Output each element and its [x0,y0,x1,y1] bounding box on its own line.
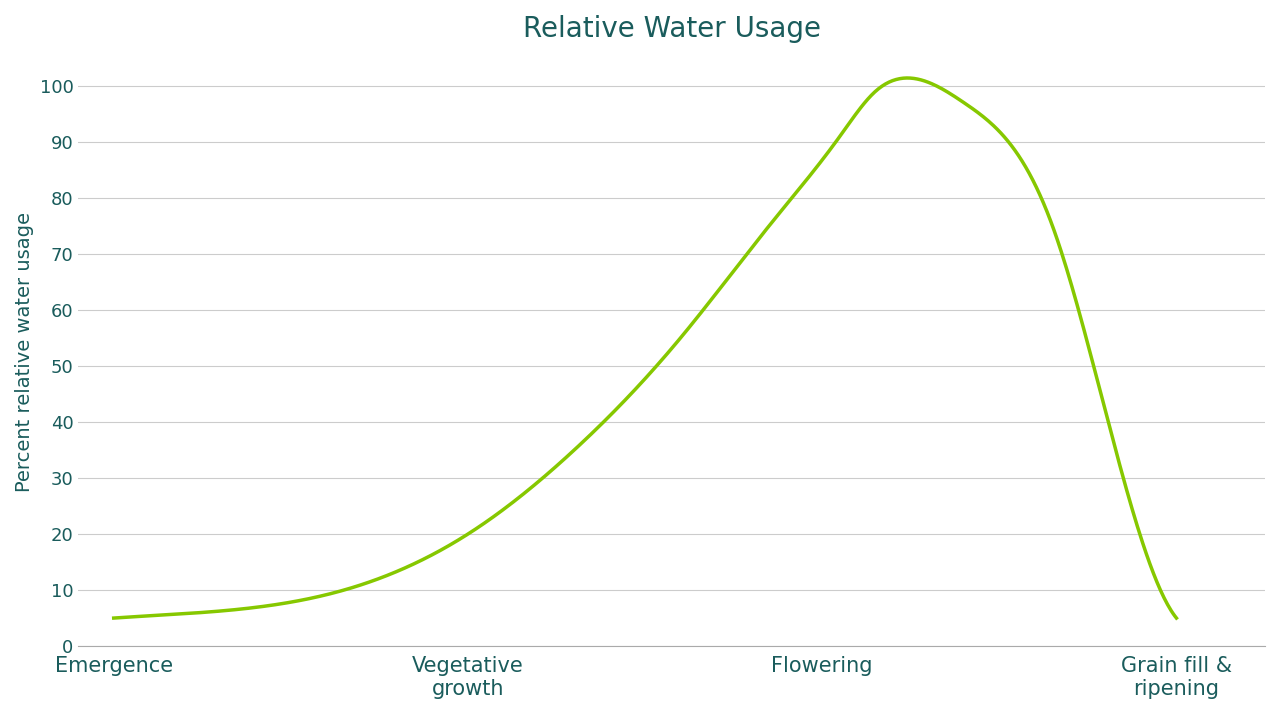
Title: Relative Water Usage: Relative Water Usage [522,15,820,43]
Y-axis label: Percent relative water usage: Percent relative water usage [15,212,35,492]
